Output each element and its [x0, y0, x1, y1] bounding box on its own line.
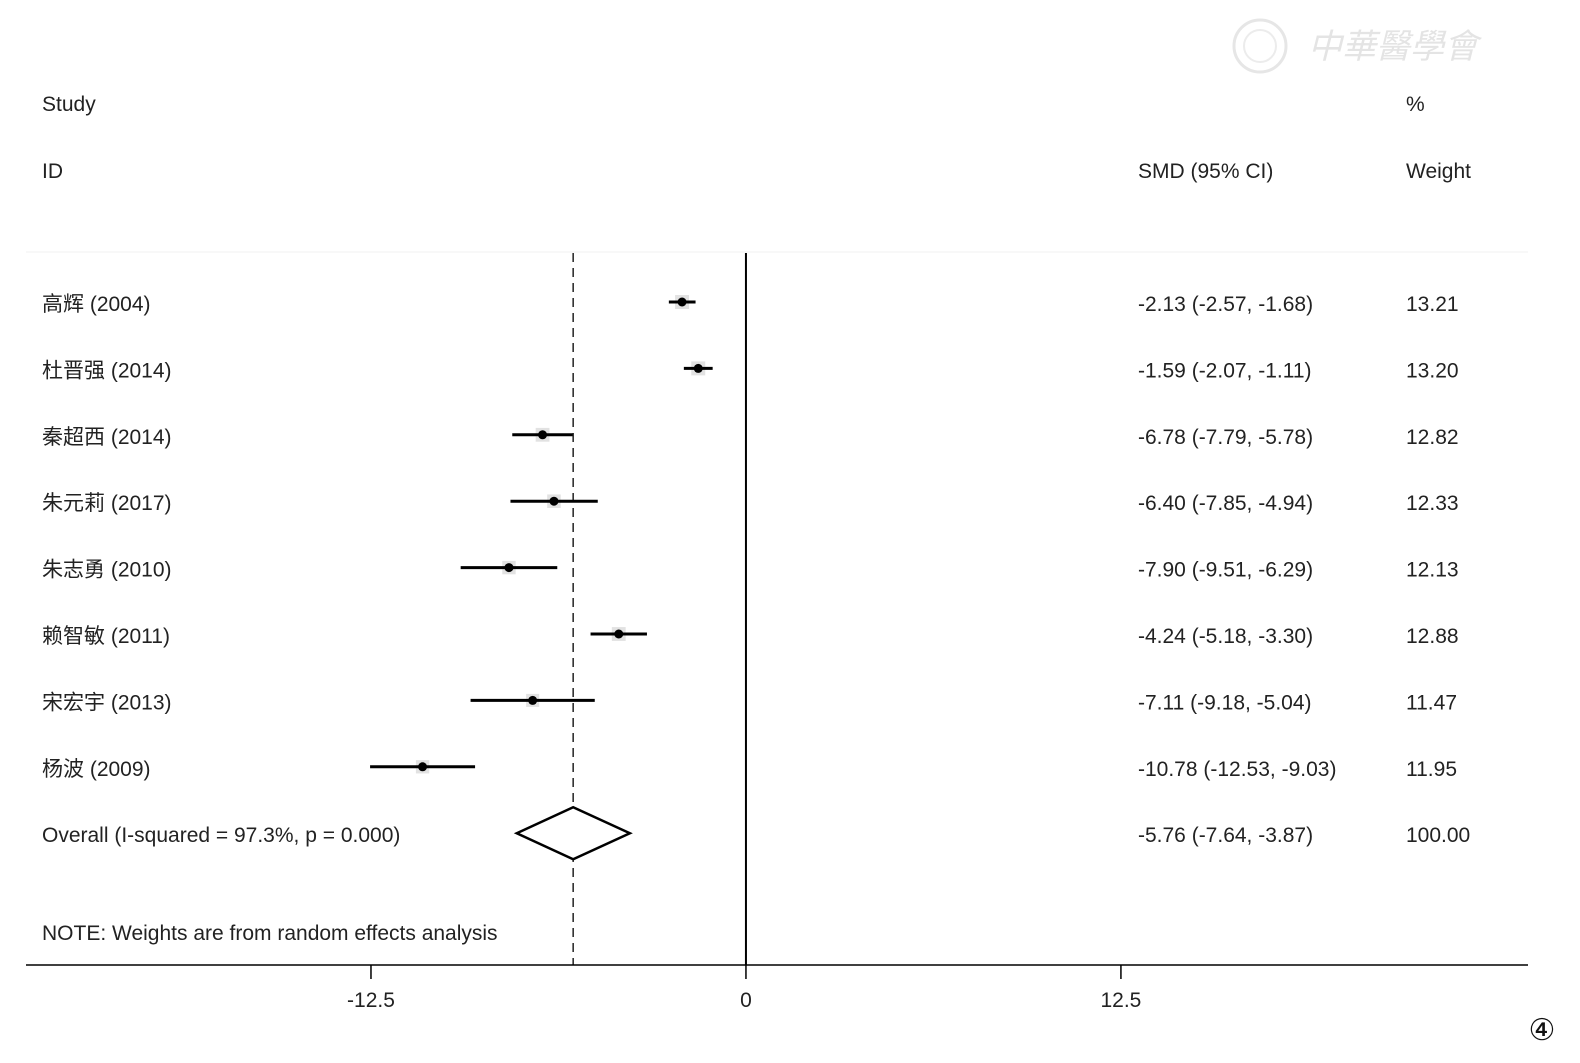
point-estimate [614, 629, 624, 639]
study-ci-text: -6.40 (-7.85, -4.94) [1138, 492, 1313, 515]
study-label: 赖智敏 (2011) [42, 625, 170, 648]
study-ci-text: -1.59 (-2.07, -1.11) [1138, 359, 1312, 382]
header-effect: SMD (95% CI) [1138, 160, 1273, 183]
study-ci-text: -2.13 (-2.57, -1.68) [1138, 293, 1313, 316]
overall-ci-text: -5.76 (-7.64, -3.87) [1138, 824, 1313, 847]
overall-diamond [513, 805, 633, 861]
point-estimate [549, 496, 559, 506]
study-label: 朱志勇 (2010) [42, 559, 172, 582]
study-ci-text: -4.24 (-5.18, -3.30) [1138, 625, 1313, 648]
overall-weight-text: 100.00 [1406, 824, 1470, 847]
header-weight-unit: % [1406, 93, 1425, 116]
study-ci-text: -6.78 (-7.79, -5.78) [1138, 426, 1313, 449]
header-weight: Weight [1406, 160, 1471, 183]
x-tick-label: 0 [740, 989, 752, 1012]
study-label: 杜晋强 (2014) [42, 359, 172, 382]
study-ci-text: -7.90 (-9.51, -6.29) [1138, 559, 1313, 582]
x-tick-label: 12.5 [1100, 989, 1141, 1012]
point-estimate [504, 563, 514, 573]
study-label: 朱元莉 (2017) [42, 492, 172, 515]
study-weight-text: 13.20 [1406, 359, 1459, 382]
study-weight-text: 12.13 [1406, 559, 1459, 582]
watermark-text: 中華醫學會 [1308, 27, 1483, 67]
point-estimate [693, 363, 703, 373]
study-weight-text: 12.82 [1406, 426, 1459, 449]
study-label: 宋宏宇 (2013) [42, 691, 172, 714]
header-id: ID [42, 160, 63, 183]
study-weight-text: 11.95 [1406, 758, 1457, 781]
study-weight-text: 12.88 [1406, 625, 1459, 648]
figure-marker: ④ [1529, 1013, 1556, 1048]
study-ci-text: -7.11 (-9.18, -5.04) [1138, 691, 1312, 714]
x-tick-label: -12.5 [347, 989, 395, 1012]
point-estimate [677, 297, 687, 307]
study-weight-text: 11.47 [1406, 691, 1457, 714]
study-label: 秦超西 (2014) [42, 426, 172, 449]
study-label: 杨波 (2009) [42, 758, 151, 781]
study-weight-text: 13.21 [1406, 293, 1459, 316]
point-estimate [538, 430, 548, 440]
study-label: 高辉 (2004) [42, 293, 151, 316]
watermark: 中華醫學會 [1232, 18, 1483, 74]
note-text: NOTE: Weights are from random effects an… [42, 922, 498, 945]
study-weight-text: 12.33 [1406, 492, 1459, 515]
header-study: Study [42, 93, 96, 116]
study-ci-text: -10.78 (-12.53, -9.03) [1138, 758, 1336, 781]
point-estimate [418, 762, 428, 772]
overall-label: Overall (I-squared = 97.3%, p = 0.000) [42, 824, 400, 847]
point-estimate [528, 695, 538, 705]
watermark-seal-icon [1232, 18, 1288, 74]
